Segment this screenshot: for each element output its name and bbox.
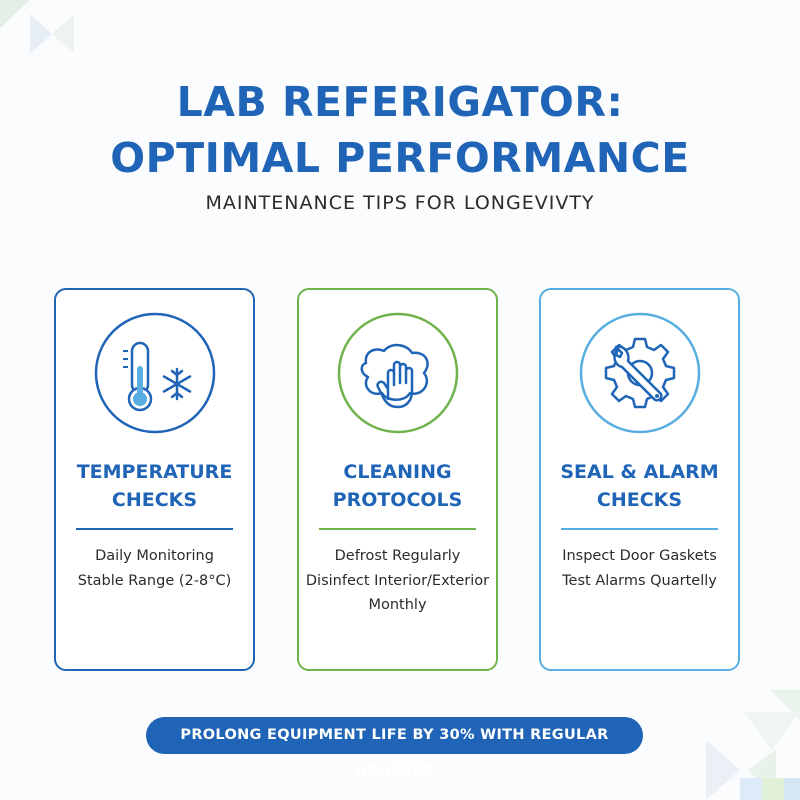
cleaning-hand-icon <box>336 311 460 435</box>
wrench-gear-icon <box>578 311 702 435</box>
title-line-2: OPTIMAL PERFORMANCE <box>110 134 690 182</box>
page-title: LAB REFERIGATOR: OPTIMAL PERFORMANCE <box>0 74 800 186</box>
thermometer-snowflake-icon <box>93 311 217 435</box>
page-subtitle: MAINTENANCE TIPS FOR LONGEVIVTY <box>205 192 595 214</box>
card-temperature-checks: TEMPERATURE CHECKS Daily Monitoring Stab… <box>54 288 255 671</box>
card-body: Daily Monitoring Stable Range (2-8°C) <box>77 548 232 589</box>
card-body: Defrost Regularly Disinfect Interior/Ext… <box>305 548 490 613</box>
card-heading: TEMPERATURE CHECKS <box>76 461 233 511</box>
card-cleaning-protocols: CLEANING PROTOCOLS Defrost Regularly Dis… <box>297 288 498 671</box>
corner-decoration-top-left <box>0 0 74 54</box>
card-seal-alarm-checks: SEAL & ALARM CHECKS Inspect Door Gaskets… <box>539 288 740 671</box>
corner-decoration-bottom-right <box>706 690 800 800</box>
card-heading: CLEANING PROTOCOLS <box>332 461 463 511</box>
divider <box>561 528 718 530</box>
card-body: Inspect Door Gaskets Test Alarms Quartel… <box>562 548 717 589</box>
divider <box>319 528 476 530</box>
title-line-1: LAB REFERIGATOR: <box>176 78 624 126</box>
footer-banner: PROLONG EQUIPMENT LIFE BY 30% WITH REGUL… <box>146 717 643 780</box>
divider <box>76 528 233 530</box>
card-heading: SEAL & ALARM CHECKS <box>560 461 719 511</box>
